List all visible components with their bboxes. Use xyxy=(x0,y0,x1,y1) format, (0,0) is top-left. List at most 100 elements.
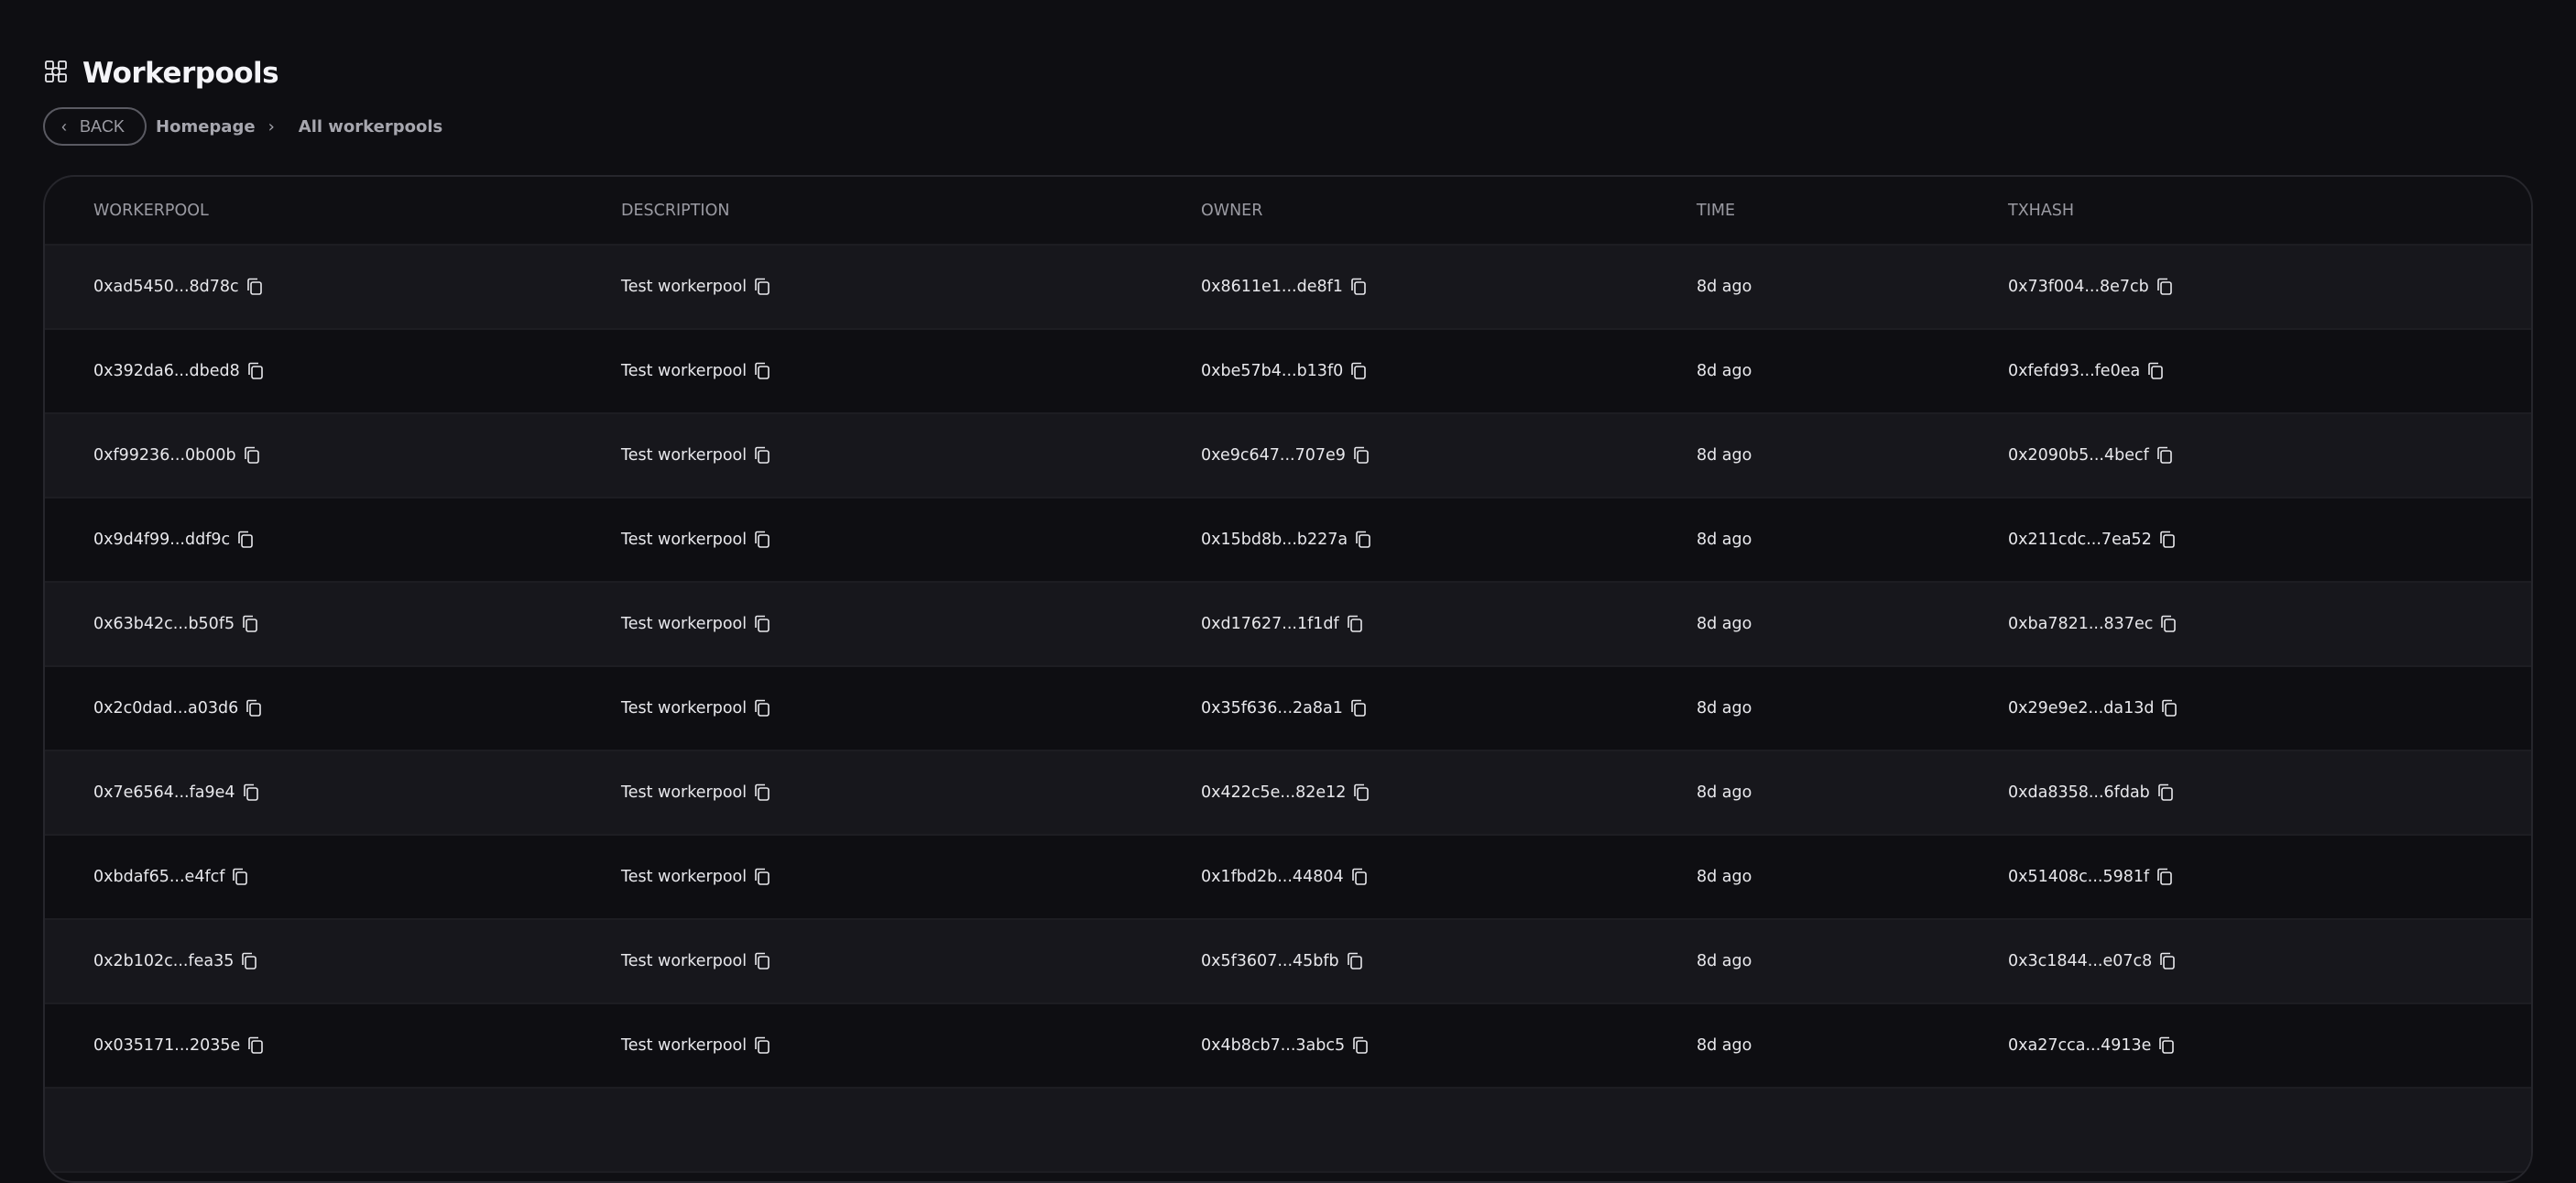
copy-icon[interactable] xyxy=(2147,362,2164,380)
description-value: Test workerpool xyxy=(621,868,748,886)
copy-icon[interactable] xyxy=(244,446,260,465)
copy-icon[interactable] xyxy=(1353,446,1370,465)
cell-owner[interactable]: 0xbe57b4...b13f0 xyxy=(1201,362,1367,380)
copy-icon[interactable] xyxy=(1350,278,1367,296)
copy-icon[interactable] xyxy=(247,362,264,380)
cell-owner[interactable]: 0xe9c647...707e9 xyxy=(1201,446,1370,465)
cell-workerpool[interactable]: 0x2c0dad...a03d6 xyxy=(93,699,262,717)
copy-icon[interactable] xyxy=(754,1036,770,1055)
cell-workerpool[interactable]: 0x63b42c...b50f5 xyxy=(93,615,258,633)
cell-owner[interactable]: 0x15bd8b...b227a xyxy=(1201,531,1371,549)
workerpool-value: 0x035171...2035e xyxy=(93,1036,241,1055)
cell-txhash[interactable]: 0x2090b5...4becf xyxy=(2008,446,2173,465)
copy-icon[interactable] xyxy=(232,868,248,886)
table-row[interactable] xyxy=(45,1089,2531,1173)
copy-icon[interactable] xyxy=(1347,952,1363,970)
owner-value: 0x4b8cb7...3abc5 xyxy=(1201,1036,1346,1055)
copy-icon[interactable] xyxy=(1347,615,1363,633)
cell-description[interactable]: Test workerpool xyxy=(621,278,770,296)
cell-workerpool[interactable]: 0xbdaf65...e4fcf xyxy=(93,868,248,886)
cell-description[interactable]: Test workerpool xyxy=(621,615,770,633)
cell-workerpool[interactable]: 0x392da6...dbed8 xyxy=(93,362,264,380)
copy-icon[interactable] xyxy=(754,615,770,633)
copy-icon[interactable] xyxy=(754,699,770,717)
table-row[interactable]: 0x035171...2035e Test workerpool 0x4b8cb7.… xyxy=(45,1004,2531,1089)
copy-icon[interactable] xyxy=(2159,531,2176,549)
table-row[interactable]: 0x63b42c...b50f5 Test workerpool 0xd17627.… xyxy=(45,583,2531,667)
cell-description[interactable]: Test workerpool xyxy=(621,952,770,970)
copy-icon[interactable] xyxy=(1350,699,1367,717)
cell-description[interactable]: Test workerpool xyxy=(621,531,770,549)
copy-icon[interactable] xyxy=(2157,783,2174,802)
copy-icon[interactable] xyxy=(1353,783,1370,802)
copy-icon[interactable] xyxy=(754,362,770,380)
copy-icon[interactable] xyxy=(247,1036,264,1055)
cell-txhash[interactable]: 0x29e9e2...da13d xyxy=(2008,699,2178,717)
table-row[interactable]: 0xf99236...0b00b Test workerpool 0xe9c647.… xyxy=(45,414,2531,498)
cell-owner[interactable]: 0xd17627...1f1df xyxy=(1201,615,1363,633)
copy-icon[interactable] xyxy=(2156,278,2173,296)
cell-txhash[interactable]: 0x51408c...5981f xyxy=(2008,868,2173,886)
table-row[interactable]: 0x9d4f99...ddf9c Test workerpool 0x15bd8b.… xyxy=(45,498,2531,583)
cell-txhash[interactable]: 0xfefd93...fe0ea xyxy=(2008,362,2164,380)
cell-workerpool[interactable]: 0x035171...2035e xyxy=(93,1036,264,1055)
cell-owner[interactable]: 0x35f636...2a8a1 xyxy=(1201,699,1367,717)
table-row[interactable]: 0xbdaf65...e4fcf Test workerpool 0x1fbd2b.… xyxy=(45,836,2531,920)
copy-icon[interactable] xyxy=(754,446,770,465)
cell-workerpool[interactable]: 0x2b102c...fea35 xyxy=(93,952,257,970)
copy-icon[interactable] xyxy=(1355,531,1371,549)
copy-icon[interactable] xyxy=(2160,615,2177,633)
description-value: Test workerpool xyxy=(621,278,748,296)
table-row[interactable]: 0x7e6564...fa9e4 Test workerpool 0x422c5e.… xyxy=(45,751,2531,836)
cell-txhash[interactable]: 0xba7821...837ec xyxy=(2008,615,2177,633)
breadcrumb-homepage[interactable]: Homepage xyxy=(156,116,256,137)
copy-icon[interactable] xyxy=(246,699,262,717)
copy-icon[interactable] xyxy=(2159,952,2176,970)
copy-icon[interactable] xyxy=(754,531,770,549)
cell-workerpool[interactable]: 0x7e6564...fa9e4 xyxy=(93,783,259,802)
copy-icon[interactable] xyxy=(754,868,770,886)
cell-txhash[interactable]: 0xa27cca...4913e xyxy=(2008,1036,2175,1055)
cell-description[interactable]: Test workerpool xyxy=(621,699,770,717)
cell-owner[interactable]: 0x4b8cb7...3abc5 xyxy=(1201,1036,1369,1055)
cell-description[interactable]: Test workerpool xyxy=(621,446,770,465)
copy-icon[interactable] xyxy=(1350,362,1367,380)
owner-value: 0x422c5e...82e12 xyxy=(1201,783,1347,802)
copy-icon[interactable] xyxy=(246,278,263,296)
copy-icon[interactable] xyxy=(2158,1036,2175,1055)
cell-owner[interactable]: 0x1fbd2b...44804 xyxy=(1201,868,1368,886)
cell-owner[interactable]: 0x422c5e...82e12 xyxy=(1201,783,1370,802)
table-row[interactable]: 0x2b102c...fea35 Test workerpool 0x5f3607.… xyxy=(45,920,2531,1004)
copy-icon[interactable] xyxy=(1351,868,1368,886)
copy-icon[interactable] xyxy=(754,952,770,970)
table-row[interactable]: 0xad5450...8d78c Test workerpool 0x8611e1.… xyxy=(45,246,2531,330)
cell-description[interactable]: Test workerpool xyxy=(621,868,770,886)
table-row[interactable]: 0x392da6...dbed8 Test workerpool 0xbe57b4.… xyxy=(45,330,2531,414)
copy-icon[interactable] xyxy=(2156,868,2173,886)
table-row[interactable]: 0x2c0dad...a03d6 Test workerpool 0x35f636.… xyxy=(45,667,2531,751)
copy-icon[interactable] xyxy=(754,783,770,802)
cell-workerpool[interactable]: 0x9d4f99...ddf9c xyxy=(93,531,254,549)
owner-value: 0x15bd8b...b227a xyxy=(1201,531,1348,549)
copy-icon[interactable] xyxy=(243,783,259,802)
cell-owner[interactable]: 0x5f3607...45bfb xyxy=(1201,952,1363,970)
back-button[interactable]: ‹ BACK xyxy=(43,107,147,146)
cell-workerpool[interactable]: 0xf99236...0b00b xyxy=(93,446,260,465)
copy-icon[interactable] xyxy=(2161,699,2178,717)
copy-icon[interactable] xyxy=(754,278,770,296)
cell-txhash[interactable]: 0x211cdc...7ea52 xyxy=(2008,531,2176,549)
cell-txhash[interactable]: 0x3c1844...e07c8 xyxy=(2008,952,2176,970)
cell-workerpool[interactable]: 0xad5450...8d78c xyxy=(93,278,263,296)
copy-icon[interactable] xyxy=(237,531,254,549)
copy-icon[interactable] xyxy=(241,952,257,970)
cell-description[interactable]: Test workerpool xyxy=(621,362,770,380)
cell-description[interactable]: Test workerpool xyxy=(621,783,770,802)
time-value: 8d ago xyxy=(1697,446,1752,465)
cell-owner[interactable]: 0x8611e1...de8f1 xyxy=(1201,278,1367,296)
copy-icon[interactable] xyxy=(1352,1036,1369,1055)
copy-icon[interactable] xyxy=(2156,446,2173,465)
cell-txhash[interactable]: 0xda8358...6fdab xyxy=(2008,783,2174,802)
copy-icon[interactable] xyxy=(242,615,258,633)
cell-description[interactable]: Test workerpool xyxy=(621,1036,770,1055)
cell-txhash[interactable]: 0x73f004...8e7cb xyxy=(2008,278,2173,296)
